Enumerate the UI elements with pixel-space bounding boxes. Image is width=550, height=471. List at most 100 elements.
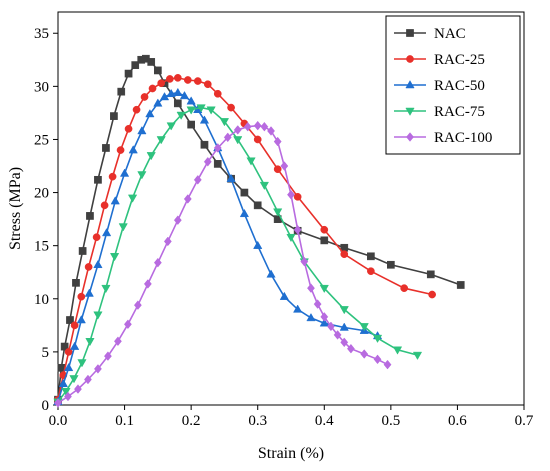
- series-rac-100: [54, 120, 392, 408]
- legend-marker: [406, 29, 414, 37]
- legend-item-rac-100: RAC-100: [394, 130, 492, 146]
- data-point-rac-100: [163, 236, 172, 247]
- data-point-nac: [426, 270, 435, 279]
- data-point-rac-75: [339, 306, 349, 315]
- data-point-nac: [253, 201, 262, 210]
- data-point-rac-50: [239, 208, 250, 218]
- data-point-rac-25: [173, 74, 182, 82]
- data-point-rac-75: [156, 136, 166, 145]
- data-point-rac-50: [145, 109, 155, 118]
- y-tick-label: 25: [34, 132, 49, 148]
- legend-item-rac-25: RAC-25: [394, 52, 485, 68]
- data-point-rac-50: [128, 145, 138, 154]
- legend-label: NAC: [434, 26, 466, 42]
- data-point-nac: [124, 69, 133, 78]
- data-point-rac-100: [113, 336, 122, 347]
- data-point-rac-75: [259, 181, 270, 191]
- data-point-rac-75: [109, 253, 120, 262]
- x-axis-title: Strain (%): [258, 445, 324, 462]
- data-point-nac: [117, 87, 126, 96]
- data-point-rac-25: [124, 124, 133, 133]
- legend-marker: [406, 55, 414, 63]
- data-point-rac-100: [360, 349, 369, 359]
- data-point-rac-100: [267, 126, 275, 136]
- data-point-nac: [131, 61, 140, 69]
- data-point-rac-25: [428, 290, 436, 299]
- data-point-rac-50: [70, 341, 80, 350]
- series-line-rac-100: [57, 124, 388, 404]
- data-point-rac-75: [186, 106, 196, 115]
- data-point-rac-25: [320, 225, 329, 234]
- x-tick-label: 0.7: [515, 413, 534, 429]
- data-point-rac-100: [333, 330, 342, 340]
- data-point-rac-25: [340, 250, 349, 259]
- data-point-rac-100: [320, 312, 329, 322]
- data-point-rac-100: [183, 194, 192, 204]
- data-point-rac-25: [367, 267, 375, 276]
- legend-marker: [406, 132, 414, 142]
- legend-marker: [405, 107, 415, 116]
- data-point-rac-25: [100, 201, 109, 210]
- data-point-rac-100: [313, 299, 322, 309]
- data-point-nac: [60, 342, 69, 351]
- data-point-rac-25: [140, 93, 149, 101]
- data-point-rac-100: [243, 121, 252, 132]
- data-point-rac-50: [159, 92, 170, 101]
- data-point-rac-25: [108, 172, 117, 181]
- data-point-rac-50: [319, 318, 329, 327]
- data-point-nac: [456, 281, 465, 289]
- data-point-nac: [187, 120, 195, 129]
- data-point-rac-100: [293, 224, 302, 235]
- y-tick-label: 30: [34, 79, 49, 95]
- data-point-rac-50: [266, 269, 276, 278]
- data-point-rac-50: [93, 259, 103, 269]
- data-point-rac-100: [260, 121, 269, 132]
- data-point-rac-50: [153, 98, 163, 107]
- data-point-rac-50: [339, 322, 349, 331]
- data-point-rac-75: [118, 223, 128, 232]
- legend-item-nac: NAC: [394, 26, 466, 42]
- data-point-nac: [240, 188, 249, 197]
- data-point-nac: [102, 144, 110, 152]
- data-point-rac-75: [233, 136, 243, 145]
- y-tick-label: 20: [34, 186, 49, 202]
- data-point-rac-50: [199, 115, 210, 124]
- legend-item-rac-75: RAC-75: [394, 104, 485, 120]
- data-point-rac-75: [127, 194, 138, 203]
- legend-label: RAC-100: [434, 130, 492, 146]
- data-point-rac-100: [153, 257, 162, 268]
- series-rac-75: [53, 104, 423, 407]
- data-point-rac-50: [179, 91, 190, 100]
- data-point-rac-25: [64, 348, 73, 356]
- data-point-rac-75: [137, 171, 147, 180]
- data-point-rac-50: [279, 291, 289, 300]
- legend-label: RAC-75: [434, 104, 485, 120]
- data-point-rac-75: [206, 106, 216, 115]
- data-point-rac-75: [146, 152, 156, 161]
- data-point-rac-25: [92, 233, 101, 242]
- y-tick-label: 35: [34, 26, 49, 42]
- data-point-nac: [320, 236, 329, 245]
- x-tick-label: 0.0: [49, 413, 68, 429]
- data-point-rac-50: [64, 362, 74, 372]
- data-point-nac: [72, 279, 80, 287]
- data-point-rac-25: [157, 79, 166, 88]
- data-point-rac-25: [293, 192, 302, 201]
- data-point-rac-100: [346, 343, 355, 354]
- series-rac-25: [54, 74, 436, 404]
- data-point-rac-75: [286, 233, 296, 243]
- y-tick-label: 0: [42, 398, 50, 414]
- data-point-nac: [367, 252, 375, 261]
- data-point-rac-100: [223, 132, 232, 143]
- data-point-rac-25: [193, 77, 202, 85]
- data-point-rac-25: [273, 165, 282, 174]
- data-point-nac: [94, 175, 102, 184]
- data-point-rac-25: [148, 84, 157, 93]
- data-point-rac-50: [110, 196, 120, 205]
- data-point-rac-50: [101, 228, 112, 237]
- data-point-nac: [213, 160, 222, 168]
- data-point-rac-75: [219, 118, 230, 127]
- data-point-nac: [110, 112, 118, 120]
- y-tick-label: 15: [34, 239, 49, 255]
